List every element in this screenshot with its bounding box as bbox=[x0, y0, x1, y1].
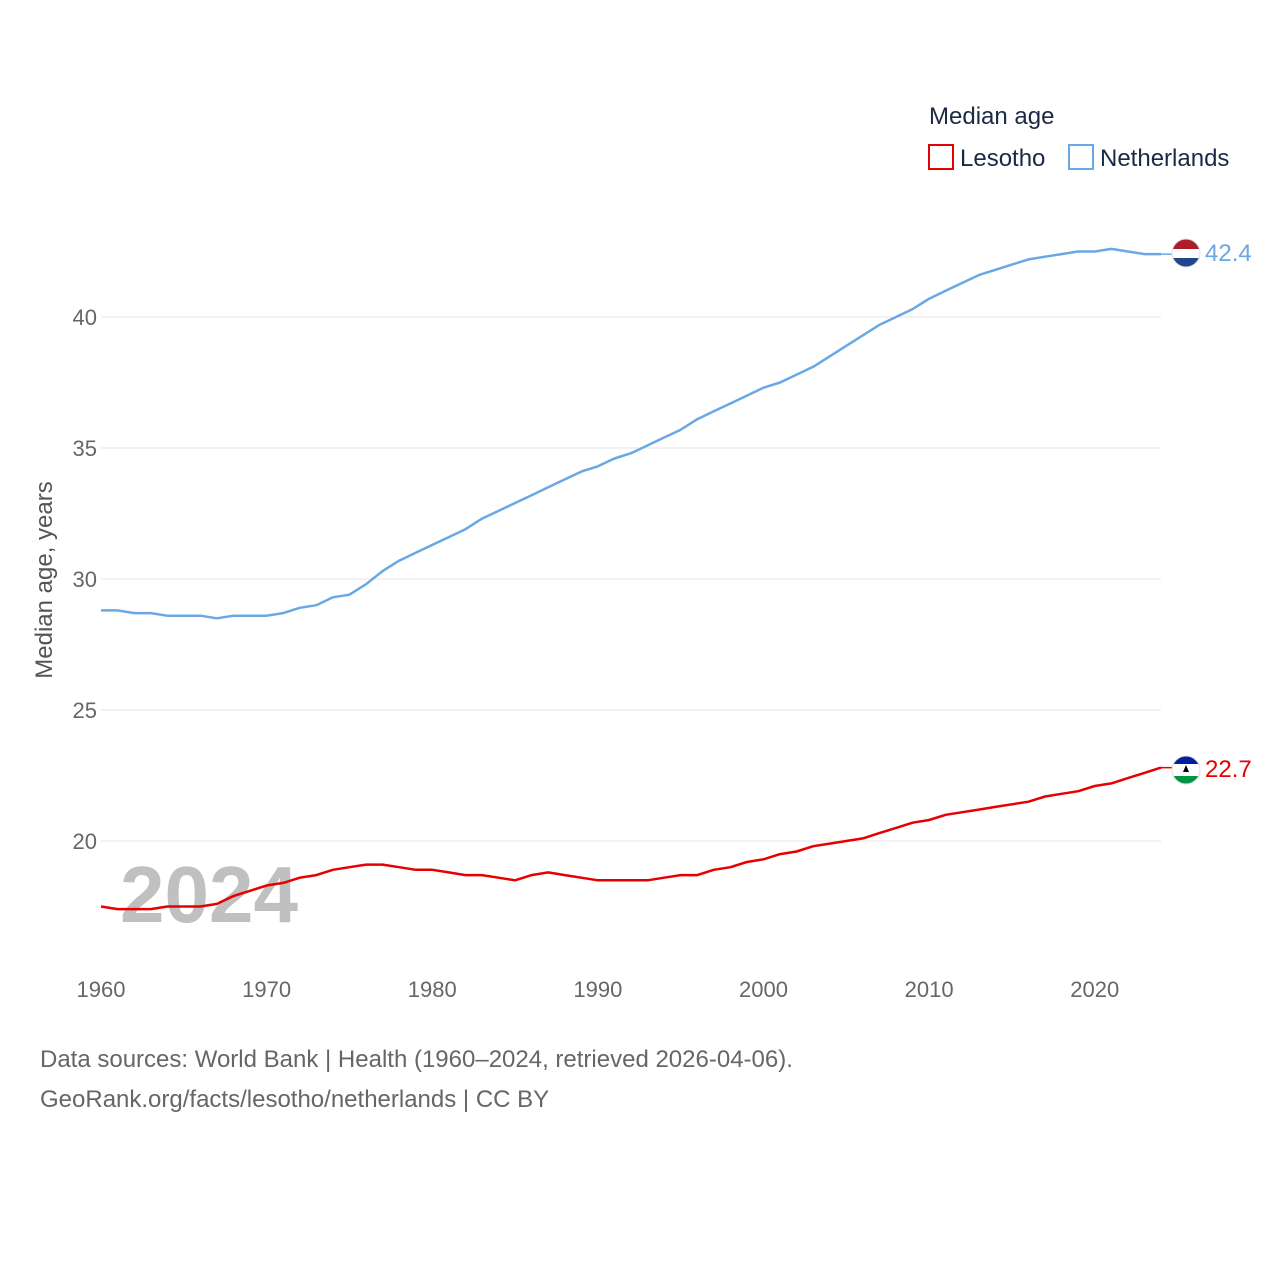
lesotho-flag-icon bbox=[1171, 755, 1201, 785]
netherlands-flag-icon bbox=[1171, 238, 1201, 268]
year-watermark: 2024 bbox=[120, 850, 298, 939]
footer: Data sources: World Bank | Health (1960–… bbox=[40, 1040, 793, 1120]
x-tick-label: 2000 bbox=[739, 977, 788, 1002]
legend-swatch-lesotho bbox=[928, 144, 954, 170]
series-line-netherlands[interactable] bbox=[101, 247, 1161, 620]
y-axis-title: Median age, years bbox=[31, 481, 58, 678]
legend: Median age Lesotho Netherlands bbox=[928, 103, 1229, 172]
y-tick-label: 40 bbox=[73, 305, 97, 330]
legend-item-netherlands[interactable]: Netherlands bbox=[1068, 144, 1229, 172]
x-tick-label: 1960 bbox=[77, 977, 126, 1002]
y-axis-ticks: 20 25 30 35 40 bbox=[73, 305, 97, 854]
series-line-lesotho[interactable] bbox=[100, 766, 1162, 911]
footer-sources: Data sources: World Bank | Health (1960–… bbox=[40, 1046, 793, 1073]
y-tick-label: 35 bbox=[73, 436, 97, 461]
x-axis-ticks: 1960 1970 1980 1990 2000 2010 2020 bbox=[77, 977, 1120, 1002]
legend-swatch-netherlands bbox=[1068, 144, 1094, 170]
x-tick-label: 1980 bbox=[408, 977, 457, 1002]
x-tick-label: 2010 bbox=[905, 977, 954, 1002]
series-layer bbox=[100, 247, 1172, 911]
x-tick-label: 1990 bbox=[573, 977, 622, 1002]
y-tick-label: 30 bbox=[73, 567, 97, 592]
x-tick-label: 2020 bbox=[1070, 977, 1119, 1002]
legend-item-lesotho[interactable]: Lesotho bbox=[928, 144, 1045, 172]
x-tick-label: 1970 bbox=[242, 977, 291, 1002]
end-value-label-netherlands: 42.4 bbox=[1205, 240, 1252, 267]
gridlines bbox=[101, 316, 1161, 842]
legend-title: Median age bbox=[929, 103, 1054, 130]
y-tick-label: 25 bbox=[73, 698, 97, 723]
legend-label-lesotho: Lesotho bbox=[960, 145, 1045, 172]
end-value-label-lesotho: 22.7 bbox=[1205, 756, 1252, 783]
y-tick-label: 20 bbox=[73, 829, 97, 854]
legend-label-netherlands: Netherlands bbox=[1100, 145, 1229, 172]
footer-attribution: GeoRank.org/facts/lesotho/netherlands | … bbox=[40, 1086, 550, 1113]
